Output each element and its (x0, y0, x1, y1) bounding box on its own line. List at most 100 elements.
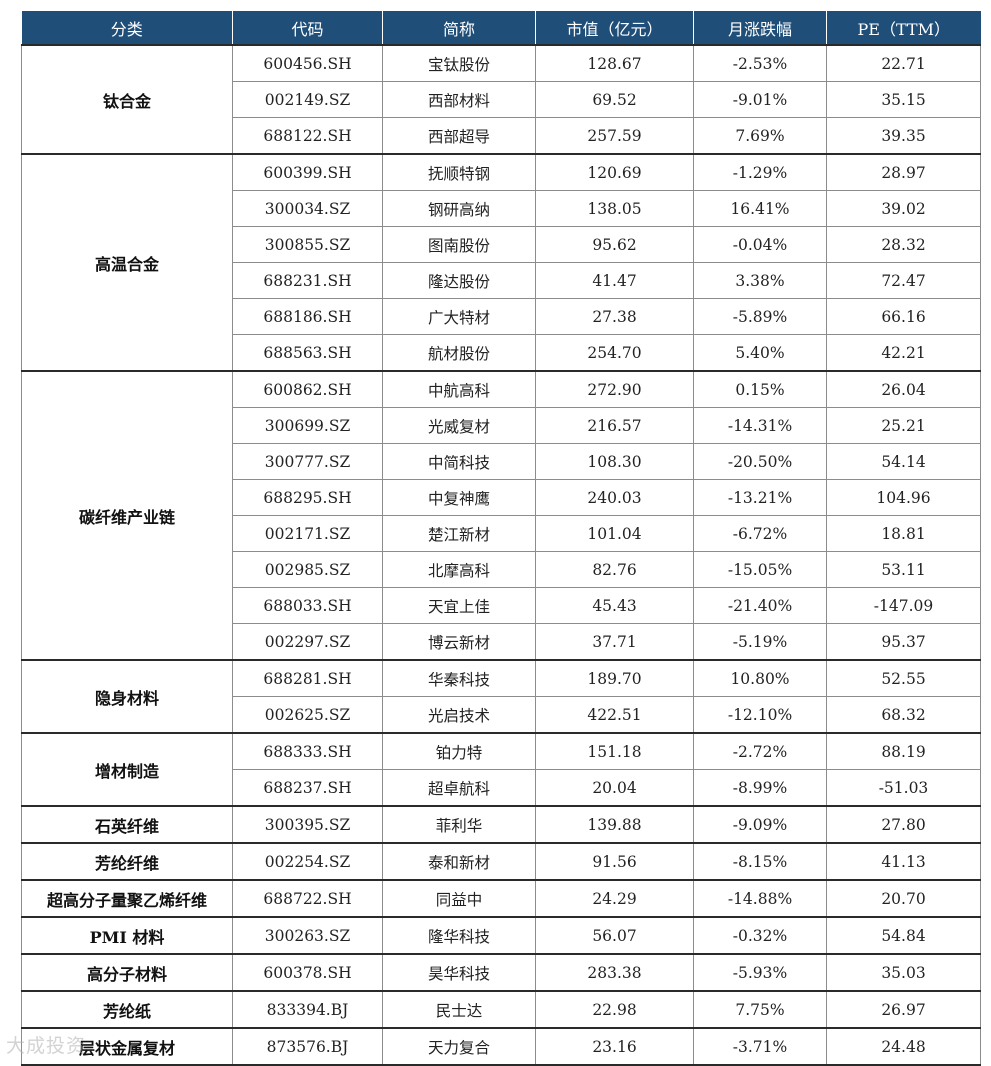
pe-ttm-cell: 42.21 (826, 334, 981, 372)
monthly-change-cell: 5.40% (693, 334, 827, 372)
market-cap-cell: 128.67 (535, 44, 694, 82)
short-name-cell: 西部超导 (382, 117, 536, 155)
pe-ttm-cell: 18.81 (826, 515, 981, 552)
pe-ttm-cell: 35.03 (826, 953, 981, 992)
short-name-cell: 昊华科技 (382, 953, 536, 992)
stock-table: 分类 代码 简称 市值（亿元） 月涨跌幅 PE（TTM） 钛合金 600456.S… (21, 11, 981, 1066)
pe-ttm-cell: 88.19 (826, 732, 981, 770)
market-cap-cell: 108.30 (535, 443, 694, 480)
pe-ttm-cell: 27.80 (826, 805, 981, 844)
table-row: 高温合金 600399.SH 抚顺特钢 120.69 -1.29% 28.97 (21, 153, 981, 372)
monthly-change-cell: 16.41% (693, 190, 827, 227)
header-pe-ttm: PE（TTM） (826, 11, 981, 45)
table-row: 002625.SZ 光启技术 422.51 -12.10% 68.32 (22, 696, 981, 734)
market-cap-cell: 24.29 (535, 879, 694, 918)
short-name-cell: 民士达 (382, 990, 536, 1029)
table-row: 688231.SH 隆达股份 41.47 3.38% 72.47 (22, 262, 981, 299)
category-cell: 高温合金 (21, 153, 233, 372)
short-name-cell: 北摩高科 (382, 551, 536, 588)
market-cap-cell: 216.57 (535, 407, 694, 444)
code-cell: 688122.SH (232, 117, 383, 155)
monthly-change-cell: -5.93% (693, 953, 827, 992)
market-cap-cell: 91.56 (535, 842, 694, 881)
monthly-change-cell: -5.89% (693, 298, 827, 335)
code-cell: 688563.SH (232, 334, 383, 372)
short-name-cell: 图南股份 (382, 226, 536, 263)
market-cap-cell: 27.38 (535, 298, 694, 335)
table-body: 钛合金 600456.SH 宝钛股份 128.67 -2.53% 22.71 002149.… (21, 44, 981, 1066)
monthly-change-cell: -13.21% (693, 479, 827, 516)
pe-ttm-cell: 26.97 (826, 990, 981, 1029)
table-header: 分类 代码 简称 市值（亿元） 月涨跌幅 PE（TTM） (21, 11, 981, 45)
pe-ttm-cell: 35.15 (826, 81, 981, 118)
market-cap-cell: 69.52 (535, 81, 694, 118)
code-cell: 600378.SH (232, 953, 383, 992)
pe-ttm-cell: 24.48 (826, 1027, 981, 1066)
short-name-cell: 光威复材 (382, 407, 536, 444)
code-cell: 002985.SZ (232, 551, 383, 588)
header-row: 分类 代码 简称 市值（亿元） 月涨跌幅 PE（TTM） (21, 11, 981, 45)
market-cap-cell: 254.70 (535, 334, 694, 372)
watermark: 大成投资 (6, 1035, 87, 1057)
table-row: 688237.SH 超卓航科 20.04 -8.99% -51.03 (22, 769, 981, 807)
market-cap-cell: 41.47 (535, 262, 694, 299)
pe-ttm-cell: -51.03 (826, 769, 981, 807)
header-short-name: 简称 (382, 11, 536, 45)
short-name-cell: 铂力特 (382, 732, 536, 770)
table-row: 超高分子量聚乙烯纤维 688722.SH 同益中 24.29 -14.88% 20.70 (21, 879, 981, 918)
short-name-cell: 华秦科技 (382, 659, 536, 697)
code-cell: 002625.SZ (232, 696, 383, 734)
monthly-change-cell: -2.53% (693, 44, 827, 82)
market-cap-cell: 120.69 (535, 153, 694, 191)
header-market-cap: 市值（亿元） (535, 11, 694, 45)
short-name-cell: 抚顺特钢 (382, 153, 536, 191)
header-monthly-change: 月涨跌幅 (693, 11, 827, 45)
market-cap-cell: 422.51 (535, 696, 694, 734)
pe-ttm-cell: 104.96 (826, 479, 981, 516)
table-row: 300777.SZ 中简科技 108.30 -20.50% 54.14 (22, 443, 981, 480)
code-cell: 688186.SH (232, 298, 383, 335)
code-cell: 600456.SH (232, 44, 383, 82)
table-row: 300855.SZ 图南股份 95.62 -0.04% 28.32 (22, 226, 981, 263)
short-name-cell: 中简科技 (382, 443, 536, 480)
table-row: 芳纶纤维 002254.SZ 泰和新材 91.56 -8.15% 41.13 (21, 842, 981, 881)
code-cell: 300777.SZ (232, 443, 383, 480)
header-category: 分类 (21, 11, 233, 45)
category-cell: 碳纤维产业链 (21, 370, 233, 661)
short-name-cell: 中复神鹰 (382, 479, 536, 516)
market-cap-cell: 240.03 (535, 479, 694, 516)
short-name-cell: 博云新材 (382, 623, 536, 661)
market-cap-cell: 20.04 (535, 769, 694, 807)
pe-ttm-cell: 25.21 (826, 407, 981, 444)
monthly-change-cell: -5.19% (693, 623, 827, 661)
monthly-change-cell: -12.10% (693, 696, 827, 734)
category-cell: 钛合金 (21, 44, 233, 155)
market-cap-cell: 283.38 (535, 953, 694, 992)
code-cell: 688281.SH (232, 659, 383, 697)
code-cell: 002254.SZ (232, 842, 383, 881)
code-cell: 002297.SZ (232, 623, 383, 661)
table-row: 高分子材料 600378.SH 昊华科技 283.38 -5.93% 35.03 (21, 953, 981, 992)
short-name-cell: 隆华科技 (382, 916, 536, 955)
short-name-cell: 隆达股份 (382, 262, 536, 299)
category-cell: 超高分子量聚乙烯纤维 (21, 879, 233, 918)
code-cell: 688231.SH (232, 262, 383, 299)
market-cap-cell: 82.76 (535, 551, 694, 588)
table-row: 碳纤维产业链 600862.SH 中航高科 272.90 0.15% 26.04 (21, 370, 981, 661)
short-name-cell: 西部材料 (382, 81, 536, 118)
code-cell: 688033.SH (232, 587, 383, 624)
table-row: 688295.SH 中复神鹰 240.03 -13.21% 104.96 (22, 479, 981, 516)
code-cell: 300034.SZ (232, 190, 383, 227)
monthly-change-cell: -9.09% (693, 805, 827, 844)
pe-ttm-cell: 95.37 (826, 623, 981, 661)
pe-ttm-cell: 28.32 (826, 226, 981, 263)
monthly-change-cell: -6.72% (693, 515, 827, 552)
monthly-change-cell: -3.71% (693, 1027, 827, 1066)
market-cap-cell: 138.05 (535, 190, 694, 227)
monthly-change-cell: -14.31% (693, 407, 827, 444)
pe-ttm-cell: 20.70 (826, 879, 981, 918)
market-cap-cell: 23.16 (535, 1027, 694, 1066)
short-name-cell: 天宜上佳 (382, 587, 536, 624)
code-cell: 300699.SZ (232, 407, 383, 444)
table-row: 688122.SH 西部超导 257.59 7.69% 39.35 (22, 117, 981, 155)
